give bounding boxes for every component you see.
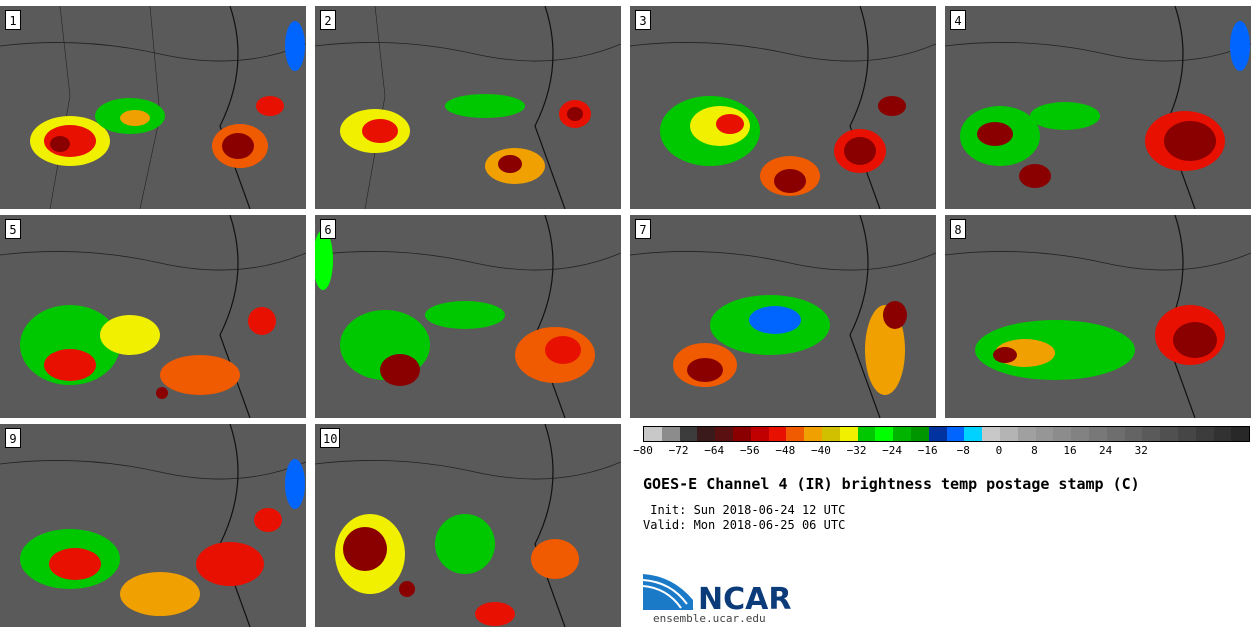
colorbar-tick-label: −16 [917,444,938,457]
ir-map-6 [315,215,621,418]
valid-time: Valid: Mon 2018-06-25 06 UTC [643,518,846,532]
colorbar-segment [1088,427,1107,441]
colorbar-tick-label: 8 [1031,444,1038,457]
colorbar-segment [875,427,894,441]
colorbar-tick-label: −24 [882,444,903,457]
stamp-panel-8: 8 [945,215,1251,418]
colorbar-tick-label: −72 [668,444,689,457]
colorbar-segment [661,427,680,441]
ir-map-4 [945,6,1251,209]
stamp-panel-5: 5 [0,215,306,418]
colorbar-tick-label: −40 [811,444,831,457]
colorbar-segment [786,427,805,441]
colorbar-segment [999,427,1018,441]
colorbar-segment [1071,427,1089,441]
colorbar-segment [1213,427,1232,441]
ir-map-9 [0,424,306,627]
colorbar-segment [768,427,787,441]
ir-map-8 [945,215,1251,418]
stamp-panel-6: 6 [315,215,621,418]
colorbar-segment [1124,427,1143,441]
figure-title: GOES-E Channel 4 (IR) brightness temp po… [643,475,1140,493]
panel-label: 2 [320,10,336,30]
ir-map-5 [0,215,306,418]
ncar-logo-icon [643,574,693,610]
panel-label: 4 [950,10,966,30]
colorbar-segment [1106,427,1125,441]
colorbar-segment [928,427,947,441]
colorbar-segment [910,427,929,441]
stamp-panel-4: 4 [945,6,1251,209]
colorbar-tick-label: −56 [739,444,760,457]
colorbar-ticks: −80 −72 −64 −56 −48 −40 −32 −24 −16 −8 0 8 16 24 32 [633,444,1248,460]
stamp-panel-7: 7 [630,215,936,418]
colorbar-tick-label: −80 [633,444,653,457]
colorbar-segment [697,427,716,441]
panel-label: 1 [5,10,21,30]
init-time: Init: Sun 2018-06-24 12 UTC [643,503,846,517]
stamp-panel-2: 2 [315,6,621,209]
colorbar-segment [1035,427,1054,441]
colorbar-segment [1177,427,1196,441]
colorbar-segment [679,427,698,441]
colorbar-segment [946,427,965,441]
stamp-panel-9: 9 [0,424,306,627]
ir-map-7 [630,215,936,418]
logo-text: NCAR [698,582,792,617]
colorbar-segment [1142,427,1161,441]
colorbar-segment [1195,427,1214,441]
colorbar-segment [839,427,858,441]
ir-map-1 [0,6,306,209]
colorbar-segment [857,427,876,441]
colorbar-tick-label: 0 [995,444,1003,457]
colorbar-tick-label: −48 [775,444,796,457]
ir-map-2 [315,6,621,209]
colorbar-segment [1231,427,1250,441]
site-url[interactable]: ensemble.ucar.edu [653,612,766,625]
temperature-colorbar [643,426,1250,442]
stamp-panel-10: 10 [315,424,621,627]
colorbar-segment [1160,427,1178,441]
stamp-panel-1: 1 [0,6,306,209]
colorbar-segment [964,427,983,441]
panel-label: 5 [5,219,21,239]
colorbar-segment [982,427,1000,441]
colorbar-tick-label: −32 [846,444,867,457]
stamp-panel-3: 3 [630,6,936,209]
colorbar-segment [1053,427,1072,441]
ir-map-10 [315,424,621,627]
colorbar-segment [644,427,662,441]
panel-label: 9 [5,428,21,448]
colorbar-tick-label: 24 [1099,444,1113,457]
colorbar-segment [715,427,733,441]
panel-label: 8 [950,219,966,239]
colorbar-segment [732,427,751,441]
panel-label: 7 [635,219,651,239]
ir-map-3 [630,6,936,209]
colorbar-tick-label: −64 [704,444,725,457]
colorbar-segment [1017,427,1036,441]
colorbar-segment [750,427,769,441]
colorbar-segment [804,427,822,441]
panel-label: 6 [320,219,336,239]
panel-label: 3 [635,10,651,30]
colorbar-tick-label: 16 [1063,444,1077,457]
colorbar-tick-label: 32 [1134,444,1148,457]
colorbar-segment [893,427,911,441]
colorbar-tick-label: −8 [956,444,970,457]
colorbar-segment [821,427,840,441]
panel-label: 10 [320,428,341,448]
